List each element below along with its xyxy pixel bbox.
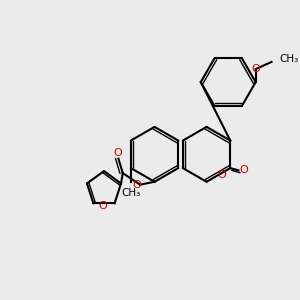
Text: O: O — [218, 170, 226, 180]
Text: O: O — [239, 165, 248, 176]
Text: CH₃: CH₃ — [121, 188, 140, 198]
Text: O: O — [113, 148, 122, 158]
Text: O: O — [98, 201, 107, 211]
Text: O: O — [251, 64, 260, 74]
Text: O: O — [133, 180, 142, 190]
Text: CH₃: CH₃ — [280, 54, 299, 64]
